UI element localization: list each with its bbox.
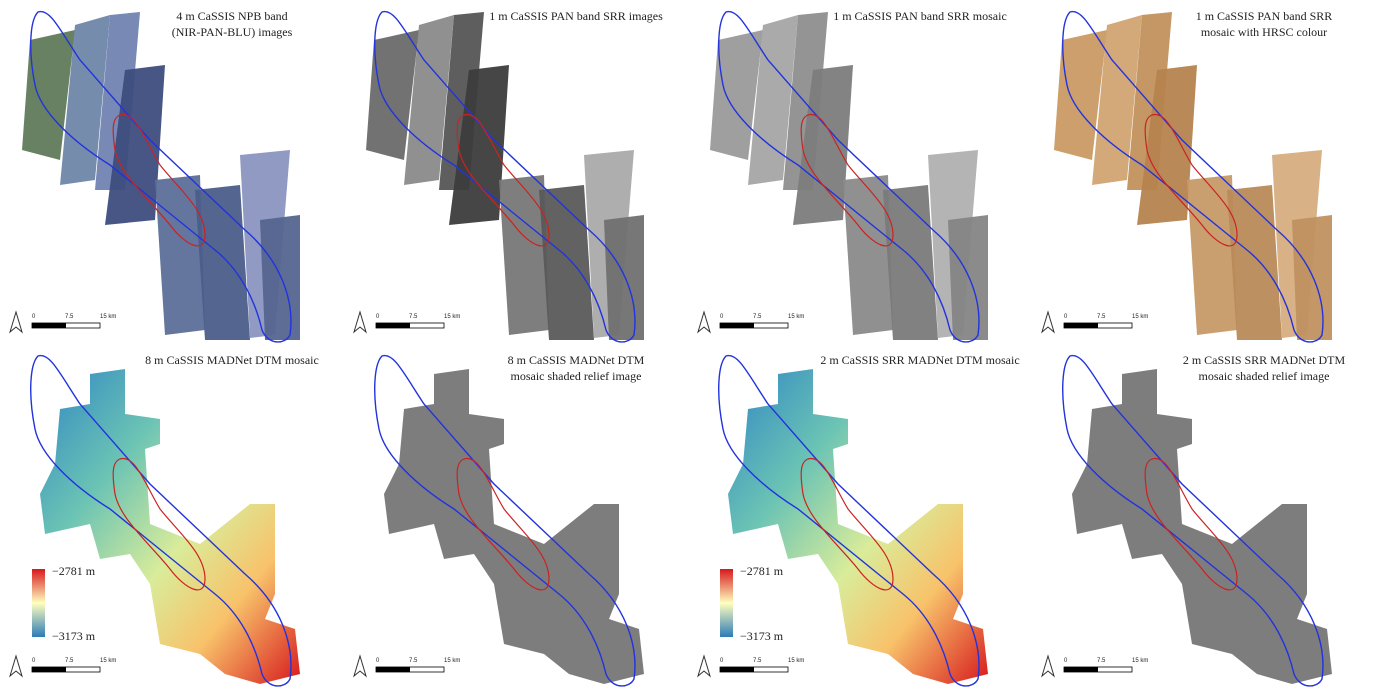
scale-bar-fill (376, 323, 410, 328)
scale-label: 0 (376, 314, 380, 320)
panel-title: mosaic with HRSC colour (1201, 25, 1327, 39)
scale-bar-fill (720, 323, 754, 328)
colorbar (32, 569, 45, 637)
panel-title: mosaic shaded relief image (511, 369, 642, 383)
map-panel: 1 m CaSSIS PAN band SRR images 0 7.5 15 km (354, 9, 663, 342)
map-panel: 8 m CaSSIS MADNet DTM mosaic 0 7.5 15 km −27… (10, 353, 319, 686)
image-strip (260, 215, 300, 340)
scale-label: 15 km (100, 658, 116, 664)
map-panel: 8 m CaSSIS MADNet DTM mosaic shaded relie… (354, 353, 645, 686)
scale-label: 0 (720, 314, 724, 320)
image-strip (948, 215, 988, 340)
colorbar-label: −3173 m (52, 629, 96, 643)
scale-bar-fill (32, 667, 66, 672)
scale-label: 15 km (788, 658, 804, 664)
scale-label: 0 (1064, 314, 1068, 320)
panel-title: (NIR-PAN-BLU) images (172, 25, 293, 39)
north-arrow (1042, 656, 1054, 676)
scale-bar-fill (1064, 667, 1098, 672)
map-panel: 1 m CaSSIS PAN band SRR mosaic with HRSC … (1042, 9, 1332, 342)
north-arrow (10, 656, 22, 676)
scale-label: 7.5 (753, 314, 762, 320)
panel-title: 8 m CaSSIS MADNet DTM mosaic (145, 353, 319, 367)
scale-label: 15 km (1132, 314, 1148, 320)
scale-label: 7.5 (65, 314, 74, 320)
scale-label: 0 (32, 314, 36, 320)
north-arrow (10, 312, 22, 332)
map-panel: 2 m CaSSIS SRR MADNet DTM mosaic 0 7.5 15 k… (698, 353, 1020, 686)
scale-label: 7.5 (65, 658, 74, 664)
scale-label: 0 (376, 658, 380, 664)
colorbar (720, 569, 733, 637)
map-panel: 1 m CaSSIS PAN band SRR mosaic 0 7.5 15 km (698, 9, 1007, 342)
scale-label: 7.5 (753, 658, 762, 664)
scale-bar-fill (720, 667, 754, 672)
scale-label: 0 (32, 658, 36, 664)
north-arrow (1042, 312, 1054, 332)
dtm-footprint (384, 369, 644, 684)
scale-bar-fill (32, 323, 66, 328)
scale-label: 7.5 (1097, 658, 1106, 664)
scale-label: 15 km (444, 314, 460, 320)
scale-label: 7.5 (1097, 314, 1106, 320)
image-strip (1292, 215, 1332, 340)
panel-title: 8 m CaSSIS MADNet DTM (508, 353, 645, 367)
scale-label: 15 km (444, 658, 460, 664)
image-strip (604, 215, 644, 340)
scale-label: 15 km (100, 314, 116, 320)
colorbar-label: −3173 m (740, 629, 784, 643)
panel-title: mosaic shaded relief image (1199, 369, 1330, 383)
north-arrow (698, 312, 710, 332)
colorbar-label: −2781 m (52, 564, 96, 578)
scale-label: 15 km (788, 314, 804, 320)
figure: 4 m CaSSIS NPB band (NIR-PAN-BLU) images 0… (0, 0, 1375, 688)
north-arrow (354, 312, 366, 332)
dtm-footprint (1072, 369, 1332, 684)
scale-bar-fill (1064, 323, 1098, 328)
scale-label: 15 km (1132, 658, 1148, 664)
scale-label: 7.5 (409, 314, 418, 320)
panel-title: 4 m CaSSIS NPB band (176, 9, 287, 23)
scale-label: 7.5 (409, 658, 418, 664)
panel-title: 1 m CaSSIS PAN band SRR mosaic (833, 9, 1007, 23)
north-arrow (698, 656, 710, 676)
map-panel: 2 m CaSSIS SRR MADNet DTM mosaic shaded r… (1042, 353, 1346, 686)
panel-title: 2 m CaSSIS SRR MADNet DTM (1183, 353, 1346, 367)
map-panel: 4 m CaSSIS NPB band (NIR-PAN-BLU) images 0… (10, 9, 300, 342)
panel-title: 1 m CaSSIS PAN band SRR (1196, 9, 1333, 23)
panel-title: 2 m CaSSIS SRR MADNet DTM mosaic (820, 353, 1019, 367)
scale-label: 0 (1064, 658, 1068, 664)
panel-title: 1 m CaSSIS PAN band SRR images (489, 9, 663, 23)
scale-bar-fill (376, 667, 410, 672)
page: 4 m CaSSIS NPB band (NIR-PAN-BLU) images 0… (0, 0, 1375, 688)
north-arrow (354, 656, 366, 676)
scale-label: 0 (720, 658, 724, 664)
colorbar-label: −2781 m (740, 564, 784, 578)
